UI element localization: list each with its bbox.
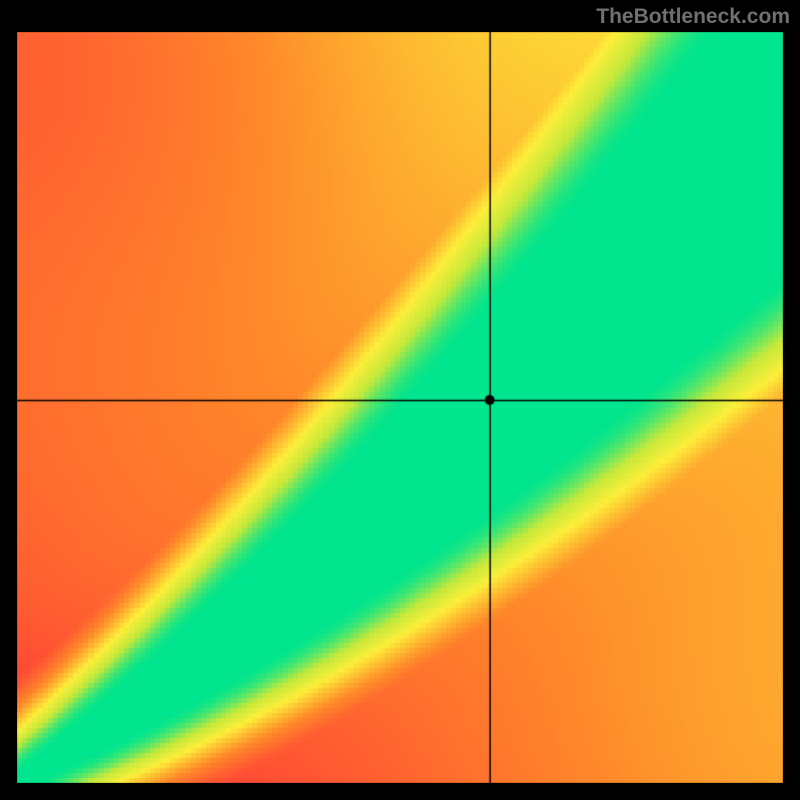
bottleneck-heatmap [17,32,783,783]
watermark-label: TheBottleneck.com [592,3,794,31]
chart-container: TheBottleneck.com [0,0,800,800]
